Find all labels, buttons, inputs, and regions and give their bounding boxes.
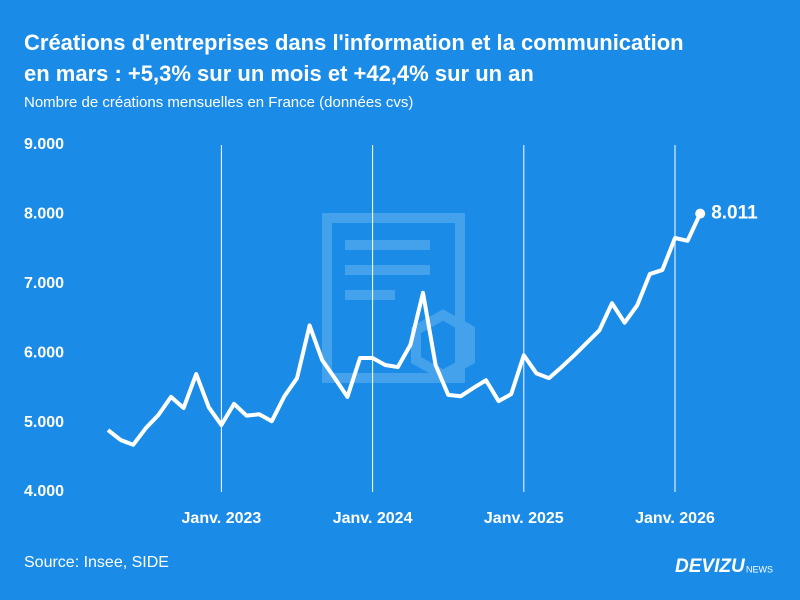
end-point [695,208,706,219]
brand: DEVIZU [675,556,746,577]
brand-suffix: NEWS [746,564,773,574]
x-tick-label: Janv. 2025 [484,510,564,527]
watermark [322,213,475,383]
x-tick-label: Janv. 2023 [182,510,262,527]
y-tick-label: 4.000 [24,483,64,500]
y-tick-label: 8.000 [24,206,64,223]
y-tick-label: 6.000 [24,344,64,361]
y-tick-label: 5.000 [24,414,64,431]
y-tick-label: 9.000 [24,136,64,153]
x-tick-label: Janv. 2026 [635,510,715,527]
chart-title: Créations d'entreprises dans l'informati… [24,30,684,55]
value-label: 8.011 [711,203,758,224]
y-tick-label: 7.000 [24,275,64,292]
x-tick-label: Janv. 2024 [333,510,413,527]
source: Source: Insee, SIDE [24,554,169,571]
data-line [106,212,703,447]
chart-title: en mars : +5,3% sur un mois et +42,4% su… [24,61,534,86]
chart-subtitle: Nombre de créations mensuelles en France… [24,94,413,111]
